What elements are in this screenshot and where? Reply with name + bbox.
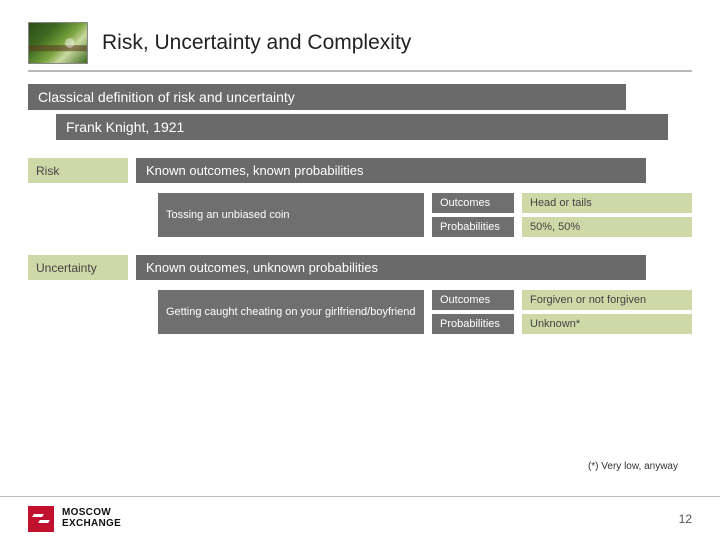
uncertainty-row: Uncertainty Known outcomes, unknown prob… [28, 255, 692, 280]
uncertainty-outcomes-val: Forgiven or not forgiven [522, 290, 692, 310]
header-rule [28, 70, 692, 72]
footer-brand-line1: MOSCOW [62, 508, 121, 519]
risk-outcomes-val: Head or tails [522, 193, 692, 213]
risk-prob-val: 50%, 50% [522, 217, 692, 237]
risk-outcomes-key: Outcomes [432, 193, 514, 213]
uncertainty-prob-row: Probabilities Unknown* [432, 314, 692, 334]
heading-bar: Classical definition of risk and uncerta… [28, 84, 626, 110]
header-thumbnail [28, 22, 88, 64]
uncertainty-outcomes-key: Outcomes [432, 290, 514, 310]
uncertainty-details: Outcomes Forgiven or not forgiven Probab… [432, 290, 692, 334]
uncertainty-example: Getting caught cheating on your girlfrie… [158, 290, 424, 334]
risk-row: Risk Known outcomes, known probabilities [28, 158, 692, 183]
risk-example: Tossing an unbiased coin [158, 193, 424, 237]
subheading-bar: Frank Knight, 1921 [56, 114, 668, 140]
uncertainty-prob-val: Unknown* [522, 314, 692, 334]
uncertainty-definition: Known outcomes, unknown probabilities [136, 255, 646, 280]
risk-label: Risk [28, 158, 128, 183]
risk-outcomes-row: Outcomes Head or tails [432, 193, 692, 213]
footer: MOSCOW EXCHANGE 12 [0, 496, 720, 540]
slide: Risk, Uncertainty and Complexity Classic… [0, 0, 720, 540]
uncertainty-example-block: Getting caught cheating on your girlfrie… [158, 290, 692, 334]
risk-definition: Known outcomes, known probabilities [136, 158, 646, 183]
risk-prob-key: Probabilities [432, 217, 514, 237]
risk-example-block: Tossing an unbiased coin Outcomes Head o… [158, 193, 692, 237]
risk-prob-row: Probabilities 50%, 50% [432, 217, 692, 237]
uncertainty-label: Uncertainty [28, 255, 128, 280]
slide-title: Risk, Uncertainty and Complexity [102, 31, 411, 55]
footer-brand-line2: EXCHANGE [62, 519, 121, 530]
page-number: 12 [679, 512, 692, 526]
footnote: (*) Very low, anyway [588, 461, 678, 472]
footer-brand: MOSCOW EXCHANGE [62, 508, 121, 529]
header: Risk, Uncertainty and Complexity [28, 22, 692, 64]
risk-details: Outcomes Head or tails Probabilities 50%… [432, 193, 692, 237]
uncertainty-outcomes-row: Outcomes Forgiven or not forgiven [432, 290, 692, 310]
exchange-logo-icon [28, 506, 54, 532]
uncertainty-prob-key: Probabilities [432, 314, 514, 334]
footer-logo: MOSCOW EXCHANGE [28, 506, 121, 532]
